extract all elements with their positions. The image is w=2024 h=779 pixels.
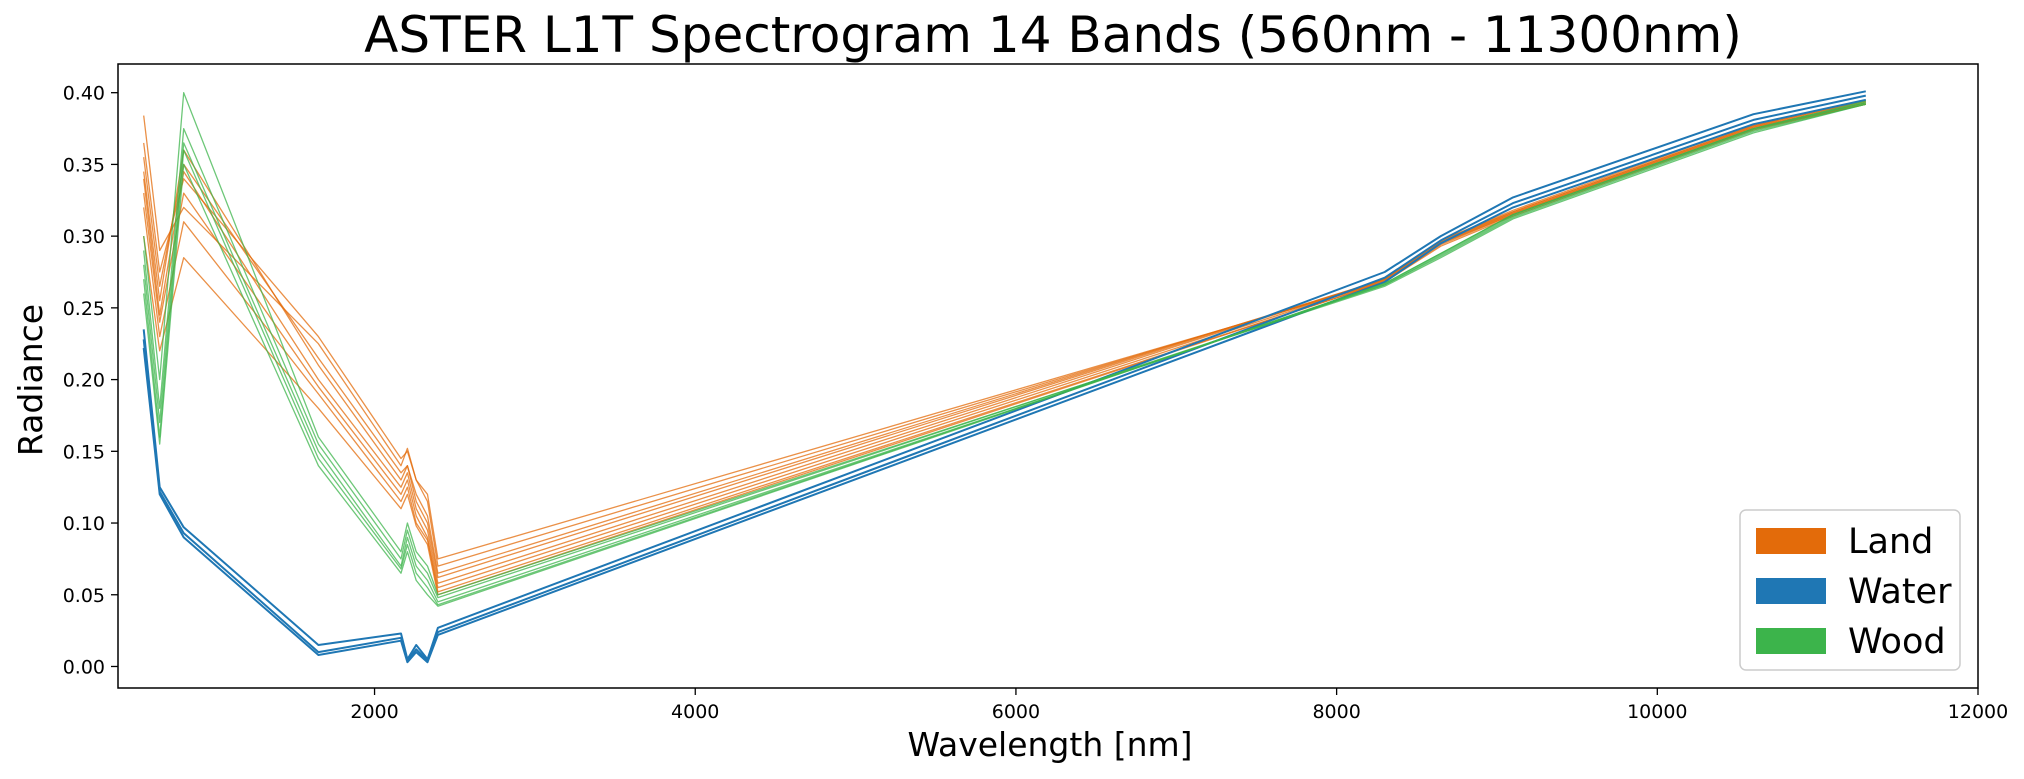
series-lines-layer — [142, 90, 1867, 664]
series-water — [142, 90, 1867, 664]
series-line-water-3 — [142, 98, 1867, 664]
series-line-water-1 — [142, 90, 1866, 661]
series-line-land-2 — [143, 102, 1866, 567]
x-tick-label: 12000 — [1948, 701, 2008, 723]
y-tick-label: 0.15 — [63, 441, 105, 463]
series-line-land-4 — [143, 99, 1866, 579]
y-tick-label: 0.10 — [63, 513, 105, 535]
series-line-land-5 — [143, 100, 1866, 584]
y-axis-title: Radiance — [11, 304, 50, 456]
series-line-wood-3 — [143, 102, 1866, 603]
series-line-wood-2 — [143, 103, 1866, 599]
y-tick-label: 0.40 — [63, 83, 105, 105]
legend: Land Water Wood — [1739, 509, 1961, 671]
chart-title: ASTER L1T Spectrogram 14 Bands (560nm - … — [364, 6, 1742, 64]
legend-label-land: Land — [1848, 522, 1933, 562]
series-line-land-3 — [143, 100, 1866, 574]
series-line-wood-5 — [143, 100, 1866, 607]
x-tick-label: 10000 — [1627, 701, 1687, 723]
legend-swatch-wood — [1756, 628, 1826, 654]
y-tick-label: 0.30 — [63, 226, 105, 248]
series-land — [143, 99, 1866, 596]
y-tick-label: 0.35 — [63, 154, 105, 176]
series-line-wood-1 — [143, 92, 1866, 596]
x-axis-title: Wavelength [nm] — [907, 725, 1192, 764]
y-tick-label: 0.20 — [63, 370, 105, 392]
x-tick-label: 6000 — [992, 701, 1040, 723]
legend-swatch-land — [1756, 528, 1826, 554]
y-tick-label: 0.25 — [63, 298, 105, 320]
series-line-land-7 — [143, 103, 1866, 593]
series-line-land-6 — [143, 102, 1866, 589]
x-axis-ticks: 2000 4000 6000 8000 10000 12000 — [350, 688, 2008, 723]
y-tick-label: 0.05 — [63, 585, 105, 607]
series-wood — [143, 92, 1866, 607]
series-line-water-2 — [142, 94, 1867, 662]
x-tick-label: 2000 — [350, 701, 398, 723]
x-tick-label: 8000 — [1312, 701, 1360, 723]
y-tick-label: 0.00 — [63, 656, 105, 678]
legend-swatch-water — [1756, 578, 1826, 604]
legend-items: Land Water Wood — [1756, 522, 1952, 662]
x-tick-label: 4000 — [671, 701, 719, 723]
y-axis-ticks: 0.00 0.05 0.10 0.15 0.20 0.25 0.30 0.35 0.40 — [63, 83, 118, 678]
legend-label-water: Water — [1848, 572, 1952, 612]
plot-area-frame — [117, 63, 1979, 689]
legend-label-wood: Wood — [1848, 622, 1946, 662]
